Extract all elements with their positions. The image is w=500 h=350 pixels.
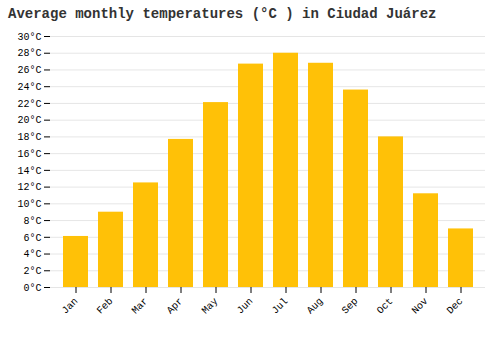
- svg-text:Jul: Jul: [270, 296, 291, 317]
- svg-text:24°C: 24°C: [17, 82, 41, 93]
- svg-text:0°C: 0°C: [23, 283, 41, 294]
- svg-text:Oct: Oct: [375, 296, 396, 317]
- svg-text:May: May: [200, 296, 221, 317]
- svg-text:Aug: Aug: [305, 296, 326, 317]
- svg-text:26°C: 26°C: [17, 65, 41, 76]
- svg-text:28°C: 28°C: [17, 48, 41, 59]
- svg-text:8°C: 8°C: [23, 216, 41, 227]
- svg-text:Jan: Jan: [60, 296, 81, 317]
- svg-text:Jun: Jun: [235, 296, 256, 317]
- svg-text:Nov: Nov: [410, 296, 431, 317]
- svg-text:18°C: 18°C: [17, 132, 41, 143]
- svg-text:Mar: Mar: [130, 296, 151, 317]
- svg-text:14°C: 14°C: [17, 166, 41, 177]
- svg-text:Dec: Dec: [445, 296, 466, 317]
- svg-text:6°C: 6°C: [23, 233, 41, 244]
- html-text:Average monthly temperatures (: Average monthly temperatures (°C ) in Ci…: [8, 6, 437, 22]
- svg-text:22°C: 22°C: [17, 99, 41, 110]
- svg-text:12°C: 12°C: [17, 182, 41, 193]
- svg-text:Sep: Sep: [340, 296, 361, 317]
- svg-text:16°C: 16°C: [17, 149, 41, 160]
- svg-text:20°C: 20°C: [17, 115, 41, 126]
- svg-text:10°C: 10°C: [17, 199, 41, 210]
- svg-text:30°C: 30°C: [17, 32, 41, 43]
- svg-text:Feb: Feb: [95, 296, 116, 317]
- svg-text:2°C: 2°C: [23, 266, 41, 277]
- svg-text:Apr: Apr: [165, 296, 186, 317]
- svg-text:4°C: 4°C: [23, 249, 41, 260]
